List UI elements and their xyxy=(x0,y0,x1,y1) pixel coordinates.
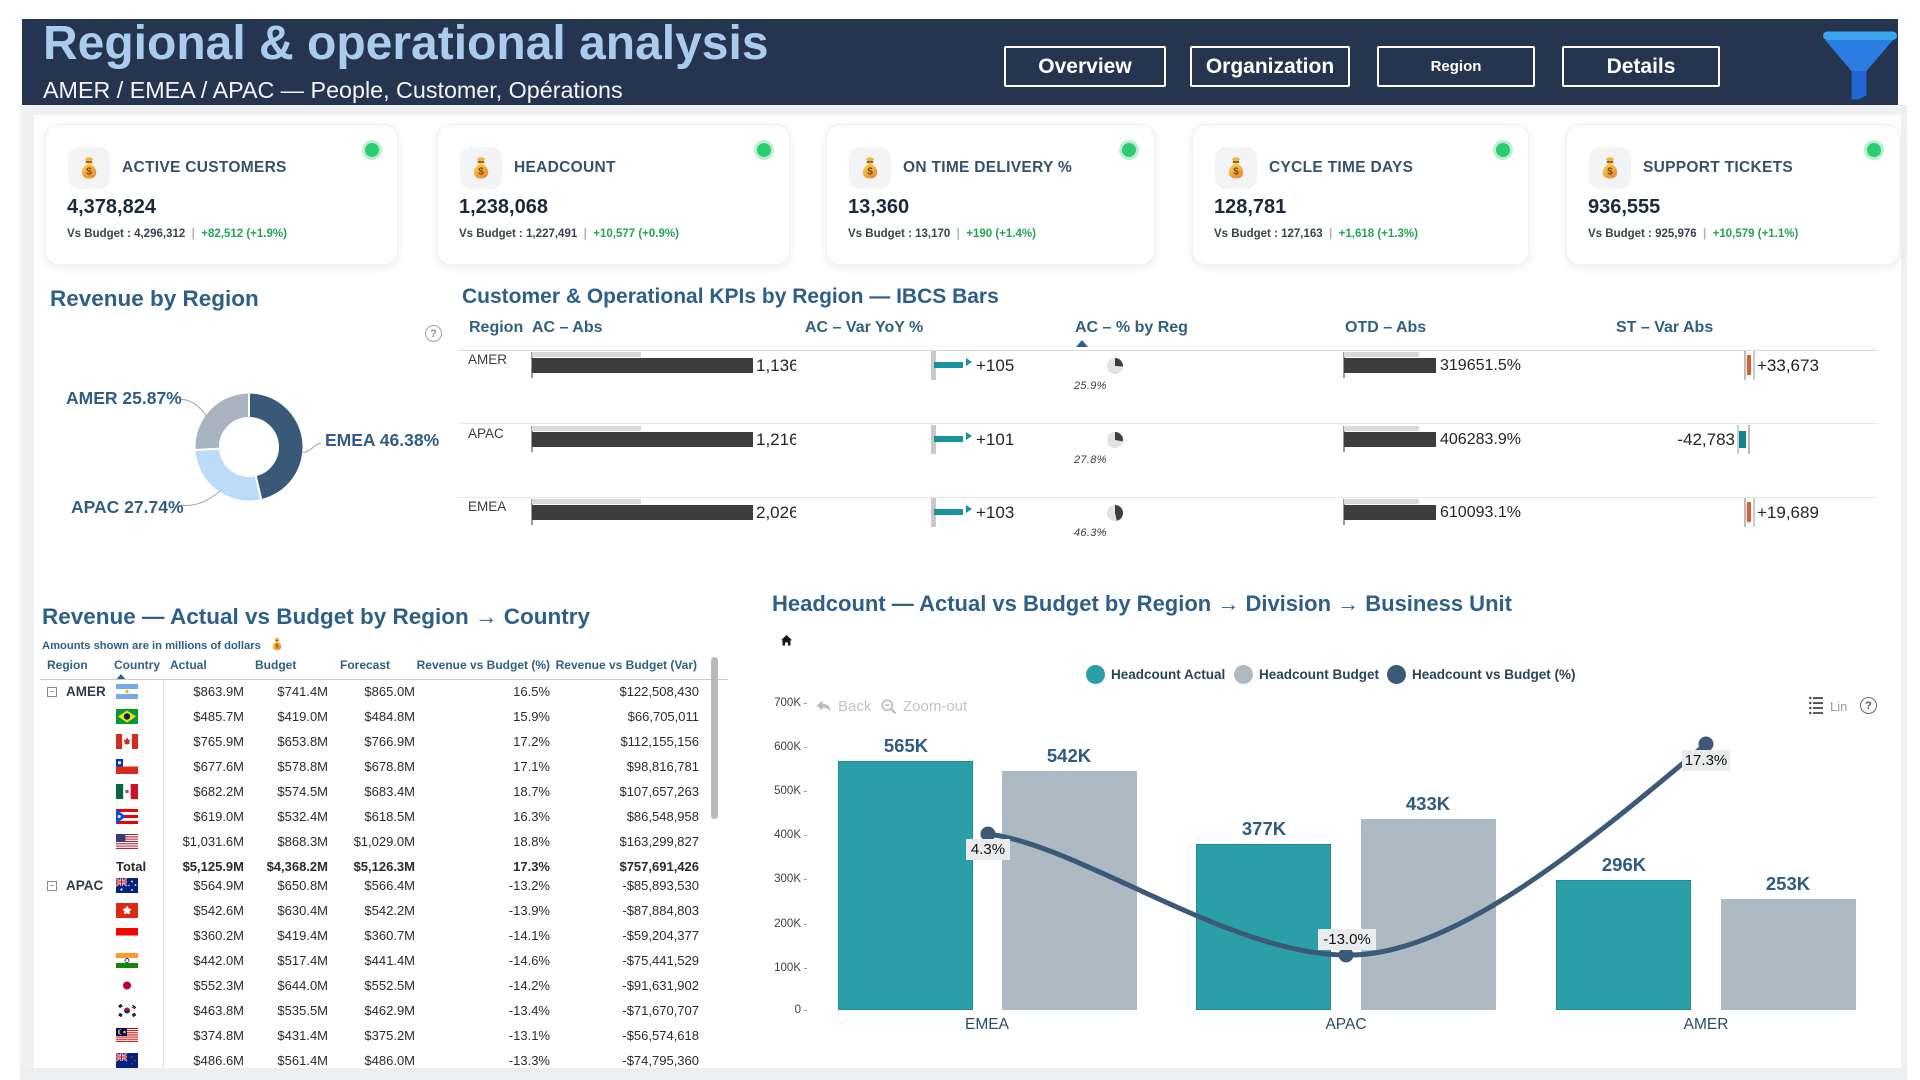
svg-text:$: $ xyxy=(478,166,484,177)
svg-text:$: $ xyxy=(86,166,92,177)
svg-text:$: $ xyxy=(867,166,873,177)
svg-text:$: $ xyxy=(275,644,279,650)
svg-text:$: $ xyxy=(1233,166,1239,177)
svg-text:$: $ xyxy=(1607,166,1613,177)
